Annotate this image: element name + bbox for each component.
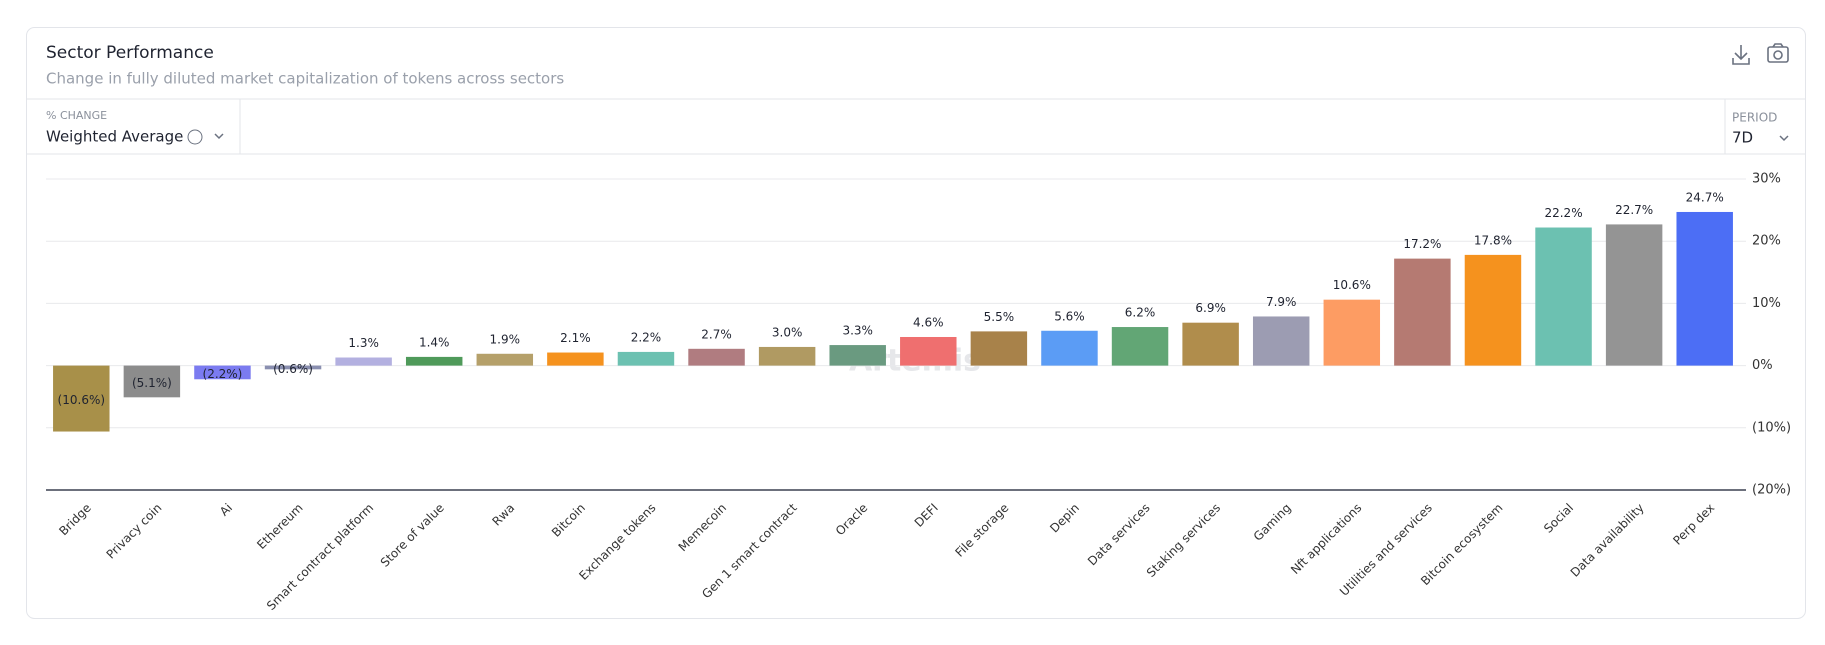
chevron[interactable]: [214, 133, 224, 140]
bar: [829, 345, 886, 366]
chevron[interactable]: [1779, 135, 1789, 142]
bar: [970, 331, 1028, 366]
info-icon[interactable]: [187, 129, 203, 145]
bar: [53, 365, 110, 432]
camera-icon[interactable]: [1767, 43, 1789, 63]
value-label: 22.2%: [1544, 206, 1582, 220]
y-tick-label: 20%: [1752, 234, 1781, 249]
value-label: (2.2%): [203, 367, 243, 381]
value-label: 1.4%: [419, 335, 450, 349]
value-label: 2.7%: [701, 327, 732, 341]
value-label: 17.8%: [1474, 233, 1512, 247]
y-tick-label: 10%: [1752, 296, 1781, 311]
subtitle: Change in fully diluted market capitaliz…: [46, 70, 564, 88]
bar: [476, 353, 534, 366]
bar: [405, 356, 463, 366]
download-icon[interactable]: [1732, 45, 1750, 65]
bar: [1605, 224, 1663, 366]
value-label: 10.6%: [1333, 278, 1371, 292]
bar: [758, 346, 816, 366]
value-label: (5.1%): [132, 376, 172, 390]
bar: [1041, 330, 1098, 366]
value-label: 3.0%: [772, 325, 803, 339]
value-label: 17.2%: [1403, 237, 1441, 251]
bar: [1323, 299, 1381, 366]
bar: [547, 352, 604, 366]
value-label: 3.3%: [842, 324, 873, 338]
value-label: 6.2%: [1125, 306, 1156, 320]
bar: [1676, 211, 1733, 366]
bar: [1464, 254, 1522, 366]
bar: [617, 351, 675, 366]
value-label: 4.6%: [913, 315, 944, 329]
change-select[interactable]: Weighted Average: [46, 128, 183, 146]
value-label: 1.3%: [348, 336, 379, 350]
bar: [1252, 316, 1310, 366]
bar: [688, 348, 745, 366]
y-tick-label: (20%): [1752, 483, 1791, 498]
bar: [264, 365, 322, 370]
bar: [194, 365, 251, 380]
bar: [123, 365, 181, 398]
period-select[interactable]: 7D: [1732, 129, 1753, 147]
value-label: 2.1%: [560, 331, 591, 345]
y-tick-label: 0%: [1752, 358, 1773, 373]
change-label: % CHANGE: [46, 109, 107, 122]
value-label: 5.6%: [1054, 309, 1085, 323]
bar: [1111, 327, 1169, 366]
value-label: 22.7%: [1615, 203, 1653, 217]
bar: [1182, 322, 1239, 366]
bar: [900, 336, 957, 366]
value-label: 2.2%: [631, 330, 662, 344]
period-label: PERIOD: [1732, 111, 1777, 125]
y-tick-label: 30%: [1752, 172, 1781, 187]
value-label: 5.5%: [984, 310, 1015, 324]
bar: [1535, 227, 1592, 366]
value-label: (0.6%): [273, 362, 313, 376]
plot: (20%)(10%)0%10%20%30%Bridge(10.6%)Privac…: [46, 172, 1791, 613]
value-label: 1.9%: [490, 332, 521, 346]
card: [26, 27, 1806, 619]
y-tick-label: (10%): [1752, 420, 1791, 435]
value-label: 24.7%: [1686, 190, 1724, 204]
value-label: (10.6%): [58, 393, 105, 407]
title: Sector Performance: [46, 43, 214, 63]
bar: [335, 357, 392, 366]
value-label: 7.9%: [1266, 295, 1297, 309]
bar: [1394, 258, 1451, 366]
value-label: 6.9%: [1195, 301, 1226, 315]
